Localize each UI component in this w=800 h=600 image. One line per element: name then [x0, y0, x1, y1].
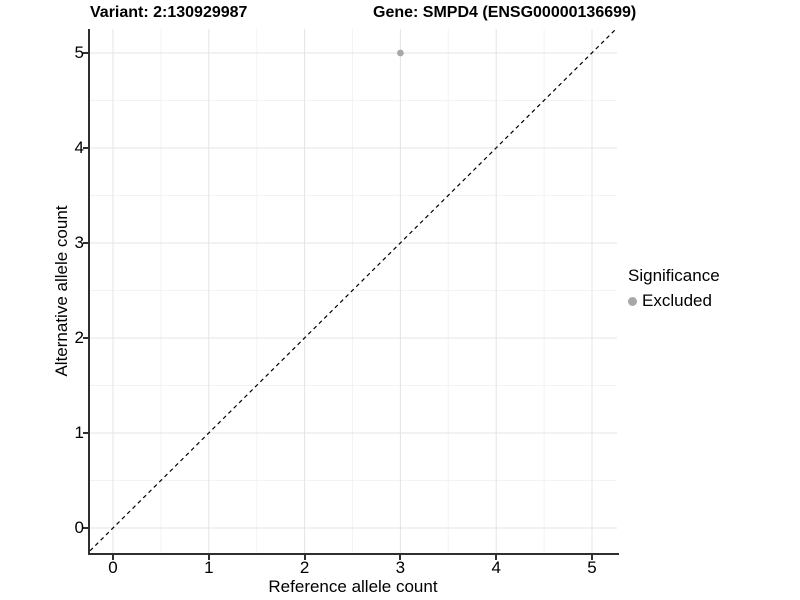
x-axis-title: Reference allele count [268, 577, 438, 596]
plot-panel [90, 29, 617, 553]
x-tick-mark [303, 555, 306, 560]
x-axis-line [88, 553, 619, 555]
y-tick-label: 4 [74, 138, 84, 157]
y-tick-mark [83, 242, 88, 244]
x-tick-label: 4 [491, 558, 501, 577]
x-tick-mark [112, 555, 114, 560]
y-tick-mark [83, 432, 88, 434]
x-tick-mark [591, 555, 593, 560]
y-tick-label: 5 [74, 43, 84, 62]
y-tick-label: 3 [74, 233, 84, 252]
y-tick-mark [83, 52, 88, 54]
y-tick-label: 2 [74, 328, 84, 347]
legend-title: Significance [628, 266, 720, 285]
plot-title-gene: Gene: SMPD4 (ENSG00000136699) [373, 4, 637, 21]
identity-reference-line [90, 29, 617, 552]
data-point [397, 49, 404, 57]
y-tick-mark [83, 147, 88, 149]
y-axis-line [88, 29, 90, 555]
y-tick-mark [83, 337, 88, 339]
x-tick-label: 0 [108, 558, 118, 577]
legend: Significance Excluded [628, 266, 720, 311]
x-tick-label: 5 [587, 558, 597, 577]
x-tick-label: 1 [204, 558, 214, 577]
x-tick-mark [495, 555, 498, 560]
scatter-plot-area [90, 29, 617, 553]
y-axis-title: Alternative allele count [52, 205, 71, 377]
y-tick-label: 1 [74, 423, 84, 442]
plot-title-variant: Variant: 2:130929987 [90, 4, 248, 21]
excluded-point-icon [628, 296, 637, 306]
x-tick-label: 2 [299, 558, 310, 577]
x-tick-label: 3 [395, 558, 406, 577]
x-tick-mark [399, 555, 402, 560]
x-tick-mark [207, 555, 210, 560]
y-tick-mark [83, 527, 88, 529]
legend-item-label: Excluded [642, 291, 712, 310]
legend-item-excluded: Excluded [628, 291, 720, 311]
y-tick-label: 0 [74, 518, 84, 537]
